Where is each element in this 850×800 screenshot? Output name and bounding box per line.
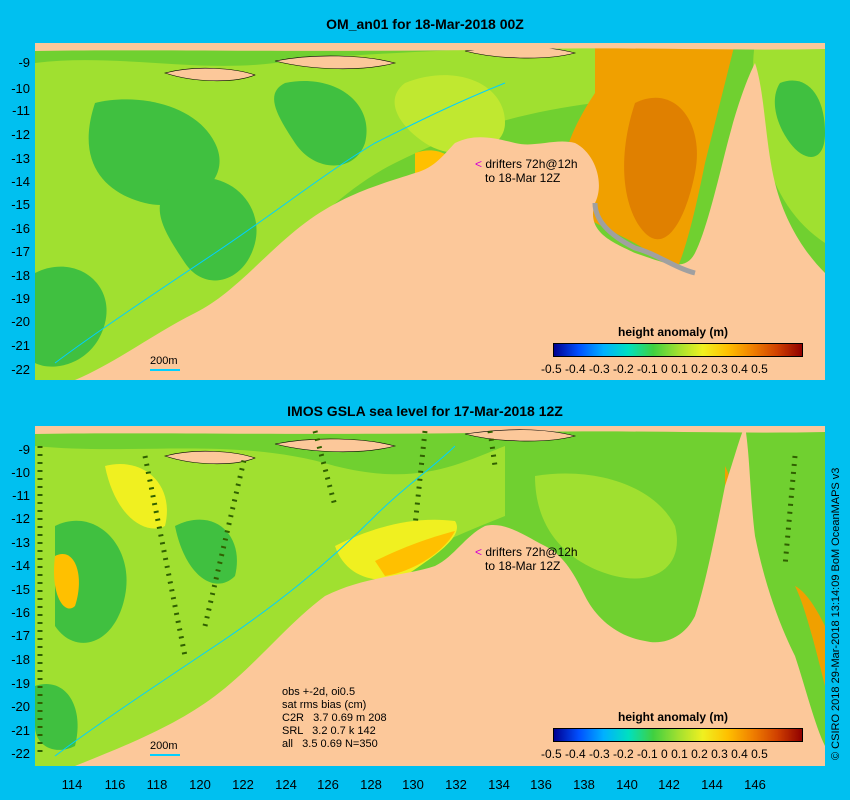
xlab-0: 114 — [61, 777, 83, 792]
p2-ylab-3: -12 — [11, 511, 30, 526]
xlab-7: 128 — [360, 777, 382, 792]
p2-stats-line1: obs +-2d, oi0.5 — [282, 686, 356, 698]
panel2-map — [35, 426, 825, 766]
p1-ylab-12: -21 — [11, 338, 30, 353]
p2-ylab-8: -17 — [11, 628, 30, 643]
p1-colorbar — [553, 343, 803, 357]
p2-stats-line3: C2R 3.7 0.69 m 208 — [282, 712, 387, 724]
p1-scale-line — [150, 369, 180, 371]
p1-ylab-11: -20 — [11, 314, 30, 329]
p2-scale-line — [150, 754, 180, 756]
p2-ylab-10: -19 — [11, 676, 30, 691]
p1-drifter-line2: to 18-Mar 12Z — [485, 171, 561, 185]
p1-colorbar-title: height anomaly (m) — [618, 325, 729, 339]
p1-ylab-4: -13 — [11, 151, 30, 166]
p1-ylab-7: -16 — [11, 221, 30, 236]
p1-colorbar-ticks: -0.5 -0.4 -0.3 -0.2 -0.1 0 0.1 0.2 0.3 0… — [541, 362, 768, 376]
p1-ylab-8: -17 — [11, 244, 30, 259]
p2-stats-line5: all 3.5 0.69 N=350 — [282, 738, 378, 750]
p1-ylab-13: -22 — [11, 362, 30, 377]
p2-drifter-line2: to 18-Mar 12Z — [485, 559, 561, 573]
xlab-13: 140 — [616, 777, 638, 792]
p1-ylab-3: -12 — [11, 127, 30, 142]
p2-ylab-7: -16 — [11, 605, 30, 620]
xlab-5: 124 — [275, 777, 297, 792]
xlab-4: 122 — [232, 777, 254, 792]
p2-colorbar — [553, 728, 803, 742]
p1-ylab-2: -11 — [12, 103, 30, 118]
p2-drifter-line1: drifters 72h@12h — [485, 545, 578, 559]
xlab-8: 130 — [402, 777, 424, 792]
p2-ylab-5: -14 — [11, 558, 30, 573]
p2-ylab-6: -15 — [11, 582, 30, 597]
p2-colorbar-title: height anomaly (m) — [618, 710, 729, 724]
xlab-10: 134 — [488, 777, 510, 792]
p2-stats: obs +-2d, oi0.5 sat rms bias (cm) C2R 3.… — [282, 686, 387, 751]
panel2-title: IMOS GSLA sea level for 17-Mar-2018 12Z — [287, 403, 563, 419]
xlab-14: 142 — [658, 777, 680, 792]
xlab-3: 120 — [189, 777, 211, 792]
p2-ylab-11: -20 — [11, 699, 30, 714]
xlab-16: 146 — [744, 777, 766, 792]
p2-ylab-4: -13 — [11, 535, 30, 550]
panel1-title: OM_an01 for 18-Mar-2018 00Z — [326, 16, 524, 32]
p2-ylab-13: -22 — [11, 746, 30, 761]
p2-ylab-2: -11 — [12, 488, 30, 503]
p2-colorbar-ticks: -0.5 -0.4 -0.3 -0.2 -0.1 0 0.1 0.2 0.3 0… — [541, 747, 768, 761]
xlab-1: 116 — [104, 777, 126, 792]
panel1-field — [35, 43, 825, 380]
p1-ylab-0: -9 — [18, 55, 30, 70]
p2-sat-tracks — [37, 430, 798, 756]
p2-ylab-9: -18 — [11, 652, 30, 667]
panel1-map — [35, 43, 825, 380]
p2-ylab-1: -10 — [11, 465, 30, 480]
xlab-2: 118 — [146, 777, 168, 792]
xlab-15: 144 — [701, 777, 723, 792]
p1-scale-label: 200m — [150, 355, 178, 367]
credit-text: © CSIRO 2018 29-Mar-2018 13:14:09 BoM Oc… — [830, 467, 842, 760]
p1-ylab-9: -18 — [11, 268, 30, 283]
p2-drifter-note: < drifters 72h@12h to 18-Mar 12Z — [475, 545, 578, 573]
p2-ylab-0: -9 — [18, 442, 30, 457]
p1-drifter-line1: drifters 72h@12h — [485, 157, 578, 171]
p2-stats-line2: sat rms bias (cm) — [282, 699, 367, 711]
p1-ylab-5: -14 — [11, 174, 30, 189]
xlab-12: 138 — [573, 777, 595, 792]
drifter-arrow-icon: < — [475, 545, 483, 559]
p1-drifter-note: < drifters 72h@12h to 18-Mar 12Z — [475, 157, 578, 185]
p2-scale-label: 200m — [150, 740, 178, 752]
drifter-arrow-icon: < — [475, 157, 483, 171]
p1-ylab-1: -10 — [11, 81, 30, 96]
xlab-11: 136 — [530, 777, 552, 792]
p2-ylab-12: -21 — [11, 723, 30, 738]
xlab-6: 126 — [317, 777, 339, 792]
xlab-9: 132 — [445, 777, 467, 792]
panel2-field — [35, 426, 825, 766]
p1-ylab-10: -19 — [11, 291, 30, 306]
p2-stats-line4: SRL 3.2 0.7 k 142 — [282, 725, 376, 737]
p1-ylab-6: -15 — [11, 197, 30, 212]
